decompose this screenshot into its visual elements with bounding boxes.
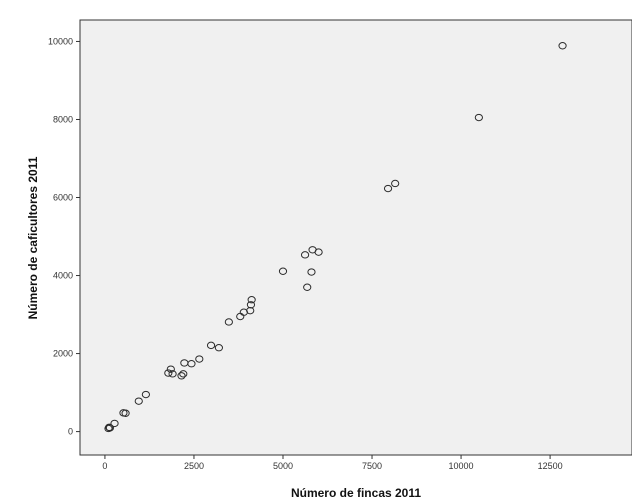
data-point [110, 419, 119, 428]
data-point [300, 251, 310, 259]
data-point [164, 369, 173, 377]
y-tick-label: 0 [68, 427, 73, 437]
data-point [383, 184, 393, 193]
y-axis-title: Número de caficultores 2011 [26, 156, 40, 319]
data-point [168, 370, 177, 378]
data-point [303, 283, 312, 291]
x-tick-label: 10000 [449, 461, 474, 471]
data-point [247, 296, 256, 304]
plot-area [79, 19, 632, 456]
data-point [121, 409, 130, 417]
data-point [134, 397, 143, 405]
x-tick-label: 2500 [184, 461, 204, 471]
x-tick-label: 7500 [362, 461, 382, 471]
data-point [105, 423, 114, 432]
y-tick-label: 4000 [53, 271, 73, 281]
data-point [177, 372, 186, 380]
data-point [206, 341, 216, 350]
data-point [558, 42, 567, 50]
data-point [246, 301, 256, 309]
data-point [179, 370, 188, 378]
y-axis-ticks: 0 2000 4000 6000 8000 10000 [48, 36, 80, 437]
y-tick-label: 6000 [53, 193, 73, 203]
data-point [314, 248, 323, 256]
x-axis-title: Número de fincas 2011 [291, 486, 421, 500]
data-point [105, 424, 115, 432]
data-point [166, 365, 175, 373]
data-point [195, 355, 204, 363]
y-tick-label: 2000 [53, 349, 73, 359]
data-point [278, 267, 288, 275]
x-tick-label: 5000 [273, 461, 293, 471]
y-tick-label: 10000 [48, 36, 73, 46]
y-tick-label: 8000 [53, 114, 73, 124]
data-point [214, 344, 223, 352]
data-point [187, 360, 196, 368]
data-point [224, 318, 233, 326]
data-point [391, 179, 400, 188]
x-axis-ticks: 0 2500 5000 7500 10000 12500 [102, 455, 563, 471]
x-tick-label: 12500 [538, 461, 563, 471]
data-point [246, 306, 255, 315]
data-points [104, 42, 567, 433]
x-tick-label: 0 [102, 461, 107, 471]
data-point [307, 268, 316, 276]
data-point [474, 113, 483, 122]
plot-panel [79, 19, 632, 456]
data-point [141, 390, 150, 399]
